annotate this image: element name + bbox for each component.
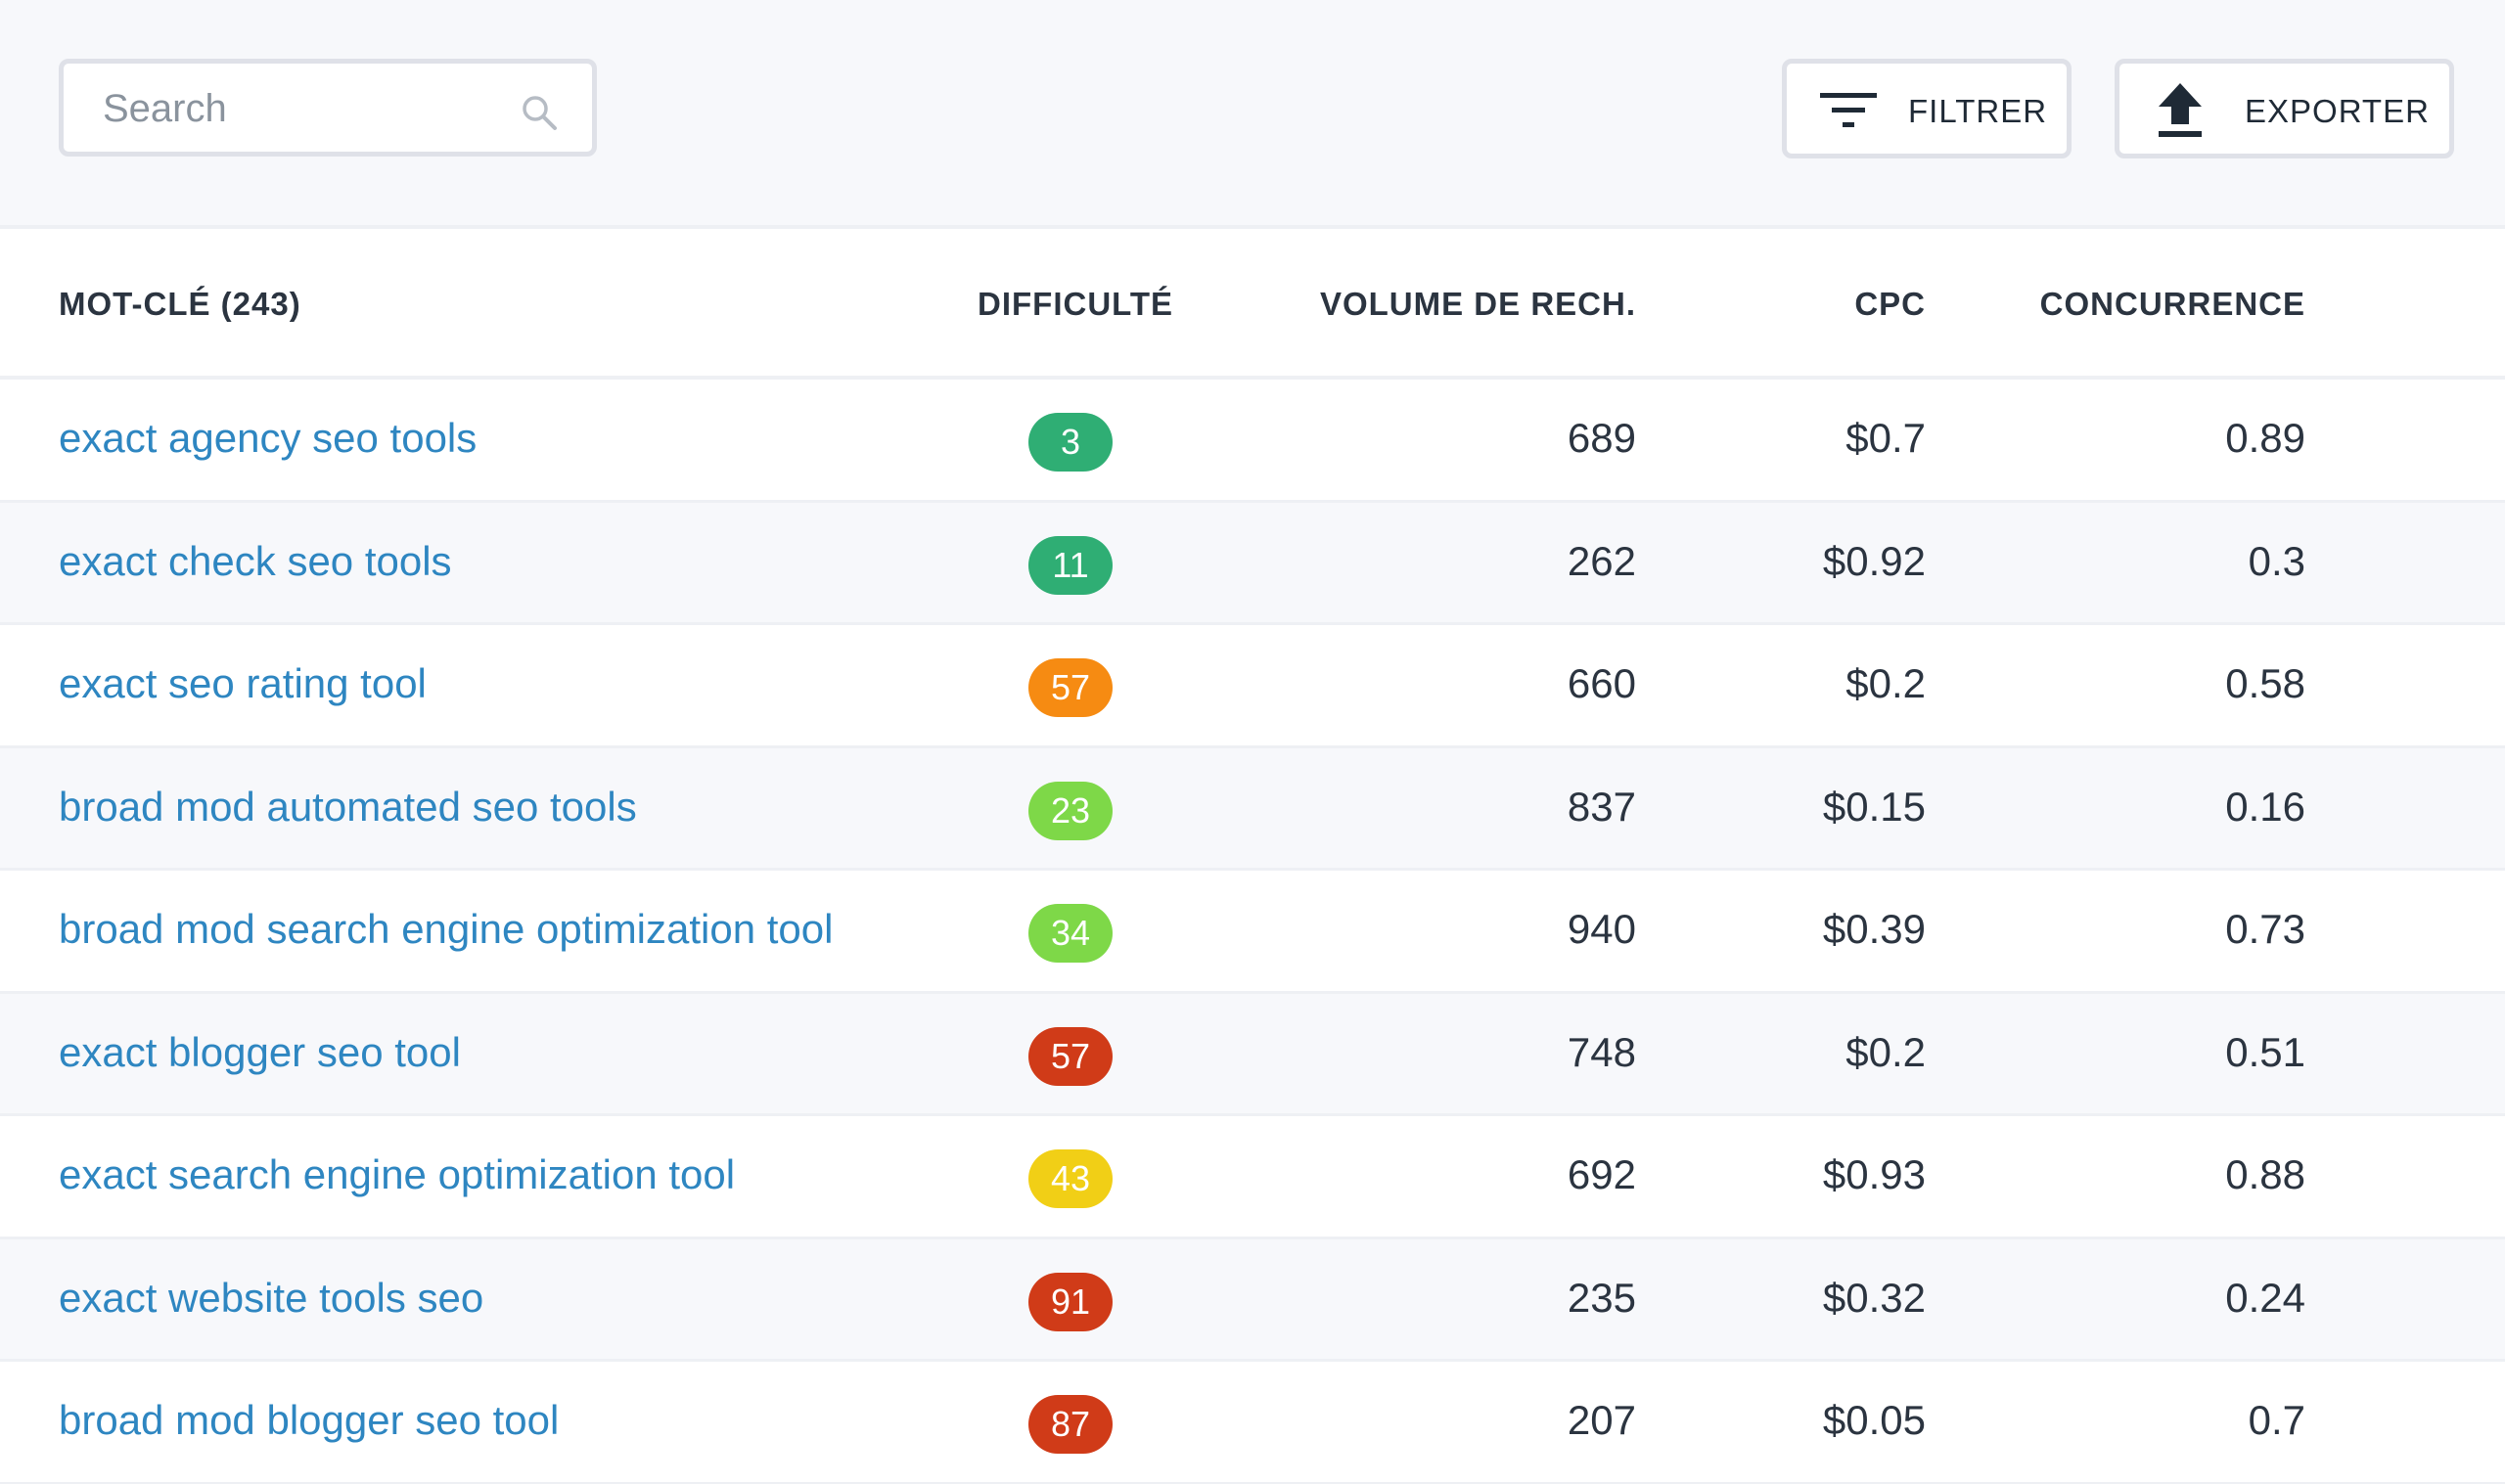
cpc-value: $0.32 [1822,1274,1926,1321]
difficulty-badge: 91 [1028,1272,1113,1331]
table-row: exact check seo tools 11 262 $0.92 0.3 [0,502,2505,625]
search-volume: 692 [1567,1151,1636,1197]
search-volume: 262 [1567,537,1636,584]
header-cpc[interactable]: CPC [1854,286,1926,322]
cpc-value: $0.05 [1822,1397,1926,1443]
table-row: exact agency seo tools 3 689 $0.7 0.89 [0,380,2505,503]
difficulty-badge: 57 [1028,1026,1113,1086]
export-button[interactable]: EXPORTER [2115,59,2454,158]
difficulty-badge: 23 [1028,781,1113,840]
table-row: exact website tools seo 91 235 $0.32 0.2… [0,1238,2505,1362]
header-keyword[interactable]: MOT-CLÉ (243) [59,286,301,322]
search-volume: 940 [1567,906,1636,952]
competition-value: 0.16 [2225,783,2305,830]
competition-value: 0.24 [2225,1274,2305,1321]
upload-icon [2159,83,2202,137]
competition-value: 0.88 [2225,1151,2305,1197]
keyword-link[interactable]: broad mod search engine optimization too… [59,906,834,952]
search-volume: 207 [1567,1397,1636,1443]
cpc-value: $0.39 [1822,906,1926,952]
cpc-value: $0.2 [1845,660,1926,706]
cpc-value: $0.92 [1822,537,1926,584]
cpc-value: $0.15 [1822,783,1926,830]
cpc-value: $0.7 [1845,415,1926,461]
table-body: exact agency seo tools 3 689 $0.7 0.89 e… [0,380,2505,1484]
header-competition[interactable]: CONCURRENCE [2039,286,2305,322]
cpc-value: $0.2 [1845,1028,1926,1075]
table-row: broad mod blogger seo tool 87 207 $0.05 … [0,1362,2505,1484]
search-box[interactable] [59,59,597,157]
toolbar: FILTRER EXPORTER [0,0,2505,225]
keyword-link[interactable]: exact check seo tools [59,537,452,584]
difficulty-badge: 57 [1028,658,1113,717]
difficulty-badge: 43 [1028,1149,1113,1208]
table-row: broad mod automated seo tools 23 837 $0.… [0,747,2505,871]
search-volume: 837 [1567,783,1636,830]
header-volume[interactable]: VOLUME DE RECH. [1319,286,1636,322]
table-row: broad mod search engine optimization too… [0,871,2505,994]
table-header: MOT-CLÉ (243) DIFFICULTÉ VOLUME DE RECH.… [0,225,2505,380]
difficulty-badge: 11 [1028,535,1113,595]
search-volume: 660 [1567,660,1636,706]
difficulty-badge: 87 [1028,1395,1113,1454]
cpc-value: $0.93 [1822,1151,1926,1197]
competition-value: 0.89 [2225,415,2305,461]
keyword-link[interactable]: exact website tools seo [59,1274,484,1321]
competition-value: 0.73 [2225,906,2305,952]
table-row: exact search engine optimization tool 43… [0,1116,2505,1239]
keyword-link[interactable]: exact blogger seo tool [59,1028,461,1075]
keyword-table: MOT-CLÉ (243) DIFFICULTÉ VOLUME DE RECH.… [0,225,2505,1484]
keyword-link[interactable]: broad mod blogger seo tool [59,1397,560,1443]
keyword-link[interactable]: exact search engine optimization tool [59,1151,736,1197]
export-button-label: EXPORTER [2245,93,2430,129]
table-row: exact seo rating tool 57 660 $0.2 0.58 [0,625,2505,748]
competition-value: 0.58 [2225,660,2305,706]
difficulty-badge: 3 [1028,413,1113,472]
competition-value: 0.7 [2248,1397,2305,1443]
filter-button[interactable]: FILTRER [1782,59,2072,158]
keyword-link[interactable]: exact seo rating tool [59,660,427,706]
filter-icon [1820,93,1877,127]
header-difficulty[interactable]: DIFFICULTÉ [978,286,1174,322]
search-volume: 748 [1567,1028,1636,1075]
search-input[interactable] [103,81,514,136]
competition-value: 0.3 [2248,537,2305,584]
search-volume: 235 [1567,1274,1636,1321]
table-row: exact blogger seo tool 57 748 $0.2 0.51 [0,993,2505,1116]
difficulty-badge: 34 [1028,904,1113,963]
filter-button-label: FILTRER [1908,93,2048,129]
keyword-link[interactable]: broad mod automated seo tools [59,783,637,830]
keyword-link[interactable]: exact agency seo tools [59,415,478,461]
competition-value: 0.51 [2225,1028,2305,1075]
search-icon[interactable] [520,93,559,132]
search-volume: 689 [1567,415,1636,461]
